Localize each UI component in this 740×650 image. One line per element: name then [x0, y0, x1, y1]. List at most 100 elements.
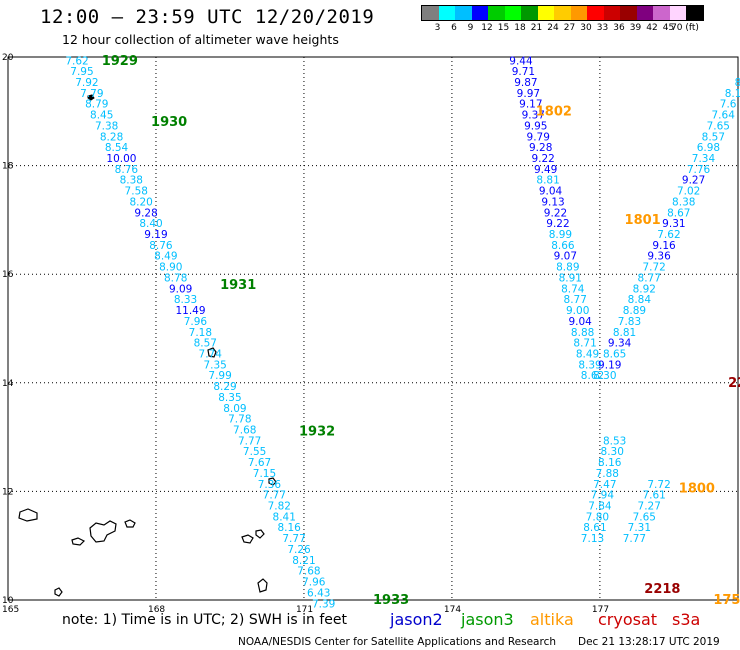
swh-value: 8.74 — [561, 283, 585, 295]
swh-value: 7.65 — [707, 120, 730, 132]
altimeter-tracks: 7.627.957.927.798.798.457.388.288.5410.0… — [65, 54, 740, 610]
island-shape — [89, 520, 117, 543]
mission-label-cryosat: cryosat — [598, 610, 658, 629]
track-1932: 1932 — [299, 425, 335, 440]
swh-value: 7.64 — [712, 110, 736, 122]
footer-note: note: 1) Time is in UTC; 2) SWH is in fe… — [62, 612, 348, 628]
swh-value: 9.22 — [546, 218, 569, 230]
pass-label: 2218 — [644, 582, 680, 597]
swh-value: 9.28 — [529, 142, 552, 154]
mission-label-jason3: jason3 — [461, 610, 514, 629]
swh-value: 8.40 — [139, 218, 162, 230]
swh-value: 7.02 — [677, 186, 700, 198]
swh-value: 7.77 — [623, 533, 646, 545]
legend-label: 15 — [497, 23, 510, 33]
legend-label: 45 — [662, 23, 675, 33]
island-shape — [268, 477, 277, 486]
legend-swatch — [620, 6, 637, 20]
map-grid: 165 168 171 174 177 20 18 16 14 12 10 — [2, 53, 739, 615]
legend-swatch — [537, 6, 554, 20]
y-tick-label: 18 — [2, 162, 14, 172]
swh-value: 8.33 — [174, 294, 197, 306]
swh-value: 8.30 — [593, 370, 616, 382]
swh-value: 9.17 — [519, 99, 542, 111]
legend-label: 36 — [613, 23, 625, 33]
swh-value: 9.37 — [522, 110, 545, 122]
credit-line: NOAA/NESDIS Center for Satellite Applica… — [238, 636, 556, 648]
swh-value: 8.71 — [573, 338, 596, 350]
pass-label: 1930 — [151, 115, 187, 130]
swh-value: 7.68 — [297, 566, 320, 578]
swh-value: 9.28 — [134, 207, 157, 219]
swh-value: 7.31 — [628, 522, 651, 534]
y-tick-label: 12 — [2, 487, 13, 497]
swh-value: 8.61 — [583, 522, 606, 534]
x-tick-label: 177 — [592, 605, 609, 615]
island-shape — [54, 587, 63, 597]
swh-value: 8.16 — [277, 522, 301, 534]
track-1759: 7.727.617.277.657.317.77 1759 — [623, 479, 740, 608]
swh-value: 9.07 — [554, 251, 577, 263]
swh-value: 9.19 — [144, 229, 167, 241]
x-tick-label: 171 — [296, 605, 313, 615]
swh-value: 8.67 — [667, 207, 690, 219]
swh-value: 8.35 — [218, 392, 241, 404]
legend-label: 18 — [514, 23, 526, 33]
swh-value: 8.66 — [551, 240, 575, 252]
legend-swatch — [603, 6, 620, 20]
swh-value: 7.94 — [591, 490, 615, 502]
swh-value: 8.79 — [85, 99, 108, 111]
swh-value: 7.77 — [238, 435, 261, 447]
island-shape — [255, 529, 265, 539]
swh-value: 7.78 — [228, 414, 251, 426]
swh-value: 8.99 — [549, 229, 572, 241]
track-1802: 9.449.719.879.979.179.379.959.799.289.22… — [509, 55, 604, 382]
swh-value: 7.68 — [233, 424, 256, 436]
swh-value: 8.78 — [164, 272, 187, 284]
swh-value: 8.38 — [672, 196, 695, 208]
island-shape — [71, 537, 86, 546]
swh-value: 8.81 — [536, 175, 559, 187]
swh-value: 7.95 — [70, 66, 93, 78]
pass-label: 2217 — [728, 376, 740, 391]
swh-value: 8.49 — [576, 348, 599, 360]
swh-value: 8.92 — [633, 283, 656, 295]
x-tick-label: 168 — [148, 605, 165, 615]
track-1931: 1931 — [220, 278, 256, 293]
swh-value: 7.47 — [593, 479, 616, 491]
swh-value: 9.16 — [652, 240, 676, 252]
swh-value: 8.77 — [638, 272, 661, 284]
swh-value: 7.88 — [596, 468, 619, 480]
swh-value: 8.57 — [194, 338, 217, 350]
swh-value: 9.09 — [169, 283, 192, 295]
color-scale-labels: 3 6 9 12 15 18 21 24 27 30 33 36 39 42 45 70 (ft) — [421, 23, 704, 35]
track-1929: 7.627.957.927.798.798.457.388.288.5410.0… — [65, 54, 335, 610]
swh-value: 8.29 — [213, 381, 236, 393]
swh-value: 8.53 — [603, 435, 626, 447]
swh-value: 8.39 — [578, 359, 601, 371]
swh-value: 9.27 — [682, 175, 705, 187]
swh-value: 7.76 — [687, 164, 711, 176]
legend-label: 3 — [434, 23, 441, 33]
legend-swatch — [422, 6, 439, 20]
swh-value: 9.71 — [512, 66, 535, 78]
swh-value: 8.38 — [120, 175, 143, 187]
swh-value: 9.00 — [566, 305, 589, 317]
swh-value: 8.09 — [223, 403, 246, 415]
swh-value: 8.90 — [159, 262, 182, 274]
pass-label: 1802 — [536, 104, 572, 119]
swh-value: 9.31 — [662, 218, 685, 230]
swh-value: 8.21 — [292, 555, 315, 567]
swh-value: 9.44 — [509, 55, 533, 67]
swh-value: 7.39 — [312, 598, 335, 610]
track-1800: 8.538.308.167.887.477.947.847.808.617.13… — [581, 435, 715, 545]
swh-value: 9.79 — [527, 131, 550, 143]
swh-value: 8.91 — [559, 272, 582, 284]
pass-label: 1933 — [373, 593, 409, 608]
swh-value: 7.80 — [586, 511, 609, 523]
swh-value: 8.20 — [129, 196, 152, 208]
legend-label: 33 — [596, 23, 609, 33]
swh-value: 9.95 — [524, 120, 547, 132]
legend-label: 12 — [481, 23, 493, 33]
island-shape — [124, 519, 136, 528]
